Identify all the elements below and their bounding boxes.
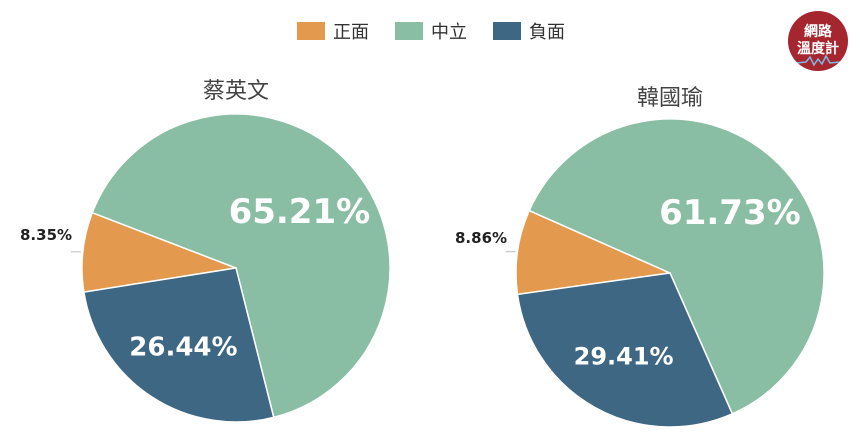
logo-text-line2: 溫度計 xyxy=(797,41,839,57)
legend: 正面 中立 負面 xyxy=(0,18,862,44)
legend-item-negative: 負面 xyxy=(493,18,565,44)
logo-text-line1: 網路 xyxy=(804,24,832,40)
pie-slice-0-2 xyxy=(83,267,275,423)
legend-swatch-negative xyxy=(493,22,521,40)
pie-label-0-2: 26.44% xyxy=(129,333,237,363)
pie-slice-1-2 xyxy=(516,272,734,428)
pie-label-1-1: 61.73% xyxy=(659,193,801,233)
chart-title-left: 蔡英文 xyxy=(202,79,269,104)
brand-logo: 網路 溫度計 xyxy=(788,11,848,71)
legend-item-positive: 正面 xyxy=(297,18,369,44)
pie-label-0-1: 65.21% xyxy=(229,192,371,232)
pie-label-1-0: 8.86% xyxy=(455,229,507,247)
legend-item-neutral: 中立 xyxy=(395,18,467,44)
pie-slice-0-1 xyxy=(91,113,391,419)
pie-label-1-2: 29.41% xyxy=(574,342,674,370)
legend-label-neutral: 中立 xyxy=(431,22,467,43)
legend-swatch-positive xyxy=(297,22,325,40)
pie-slice-1-1 xyxy=(528,118,825,415)
logo-pulse-icon xyxy=(795,54,841,67)
chart-title-right: 韓國瑜 xyxy=(636,86,703,111)
legend-label-positive: 正面 xyxy=(333,22,369,43)
legend-label-negative: 負面 xyxy=(529,22,565,43)
pie-slice-1-0 xyxy=(515,209,673,296)
legend-swatch-neutral xyxy=(395,22,423,40)
pie-label-0-0: 8.35% xyxy=(20,226,72,244)
